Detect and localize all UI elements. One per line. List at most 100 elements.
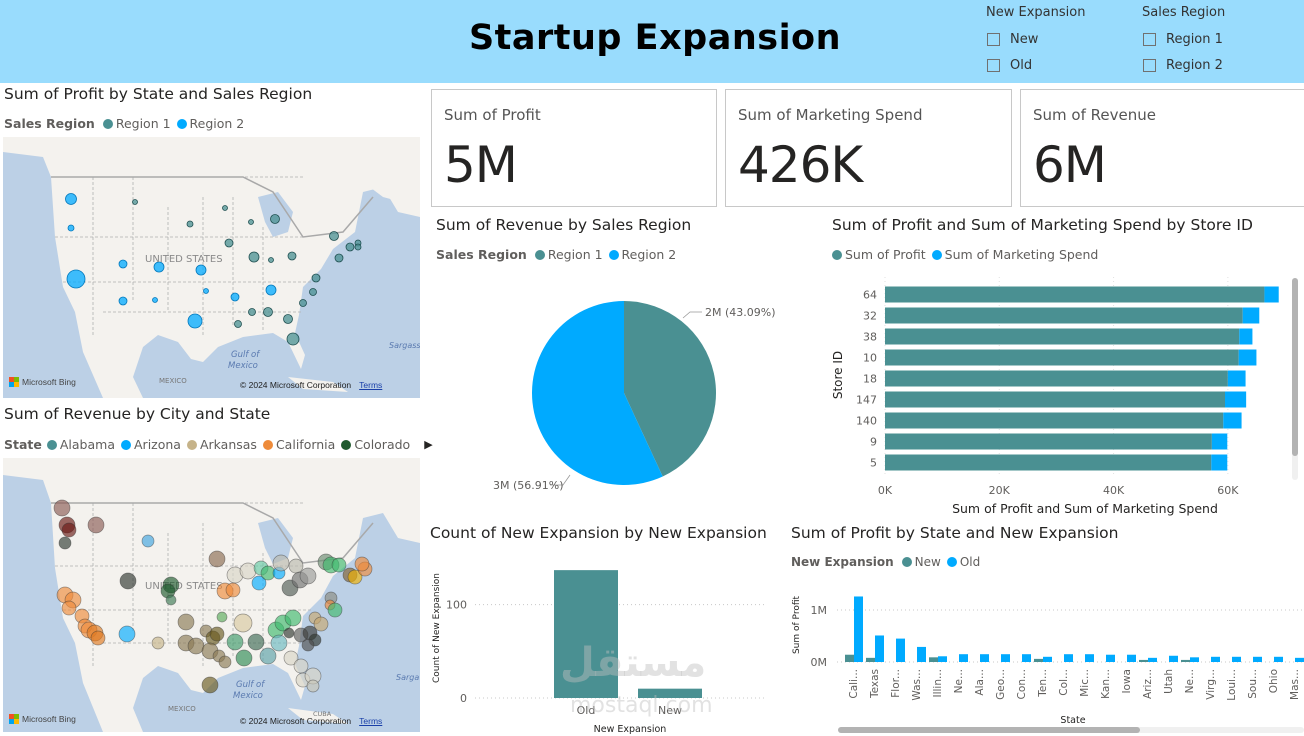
map-bubble[interactable] xyxy=(218,655,232,669)
map-bubble[interactable] xyxy=(286,332,300,346)
map-bubble[interactable] xyxy=(118,625,136,643)
scrollbar-thumb[interactable] xyxy=(838,727,1140,733)
checkbox[interactable] xyxy=(987,58,1000,72)
map-bubble[interactable] xyxy=(354,556,370,572)
map-bubble[interactable] xyxy=(87,516,105,534)
map-bubble[interactable] xyxy=(53,499,71,517)
slicer-option-new[interactable]: New xyxy=(986,26,1085,52)
bar-sum-of-profit[interactable] xyxy=(885,412,1224,429)
bar-old[interactable] xyxy=(1106,654,1115,662)
legend-item-region-1[interactable]: Region 1 xyxy=(534,247,603,262)
map-bubble[interactable] xyxy=(65,193,77,205)
map-bubble[interactable] xyxy=(311,273,321,283)
map-bubble[interactable] xyxy=(270,214,280,224)
map-bubble[interactable] xyxy=(230,292,240,302)
map-bubble[interactable] xyxy=(299,567,317,585)
map-bubble[interactable] xyxy=(61,600,77,616)
bar-sum-of-marketing-spend[interactable] xyxy=(1227,370,1246,387)
map-bubble[interactable] xyxy=(268,257,274,263)
map-bubble[interactable] xyxy=(283,650,299,666)
map-bubble[interactable] xyxy=(259,647,277,665)
bar-old[interactable] xyxy=(1274,656,1283,662)
legend-item-region-1[interactable]: Region 1 xyxy=(102,116,171,131)
legend-item-arkansas[interactable]: Arkansas xyxy=(186,437,257,452)
map-bubble[interactable] xyxy=(187,637,205,655)
pie-slice-region-1[interactable] xyxy=(624,301,716,477)
legend-item-new[interactable]: New xyxy=(901,555,941,569)
legend-item-colorado[interactable]: Colorado xyxy=(341,437,410,452)
legend-item-sum-of-profit[interactable]: Sum of Profit xyxy=(832,247,926,262)
map-bubble[interactable] xyxy=(208,550,226,568)
legend-item-alabama[interactable]: Alabama xyxy=(46,437,115,452)
map-bubble[interactable] xyxy=(334,253,344,263)
map-bubble[interactable] xyxy=(216,611,228,623)
bar-old[interactable] xyxy=(1253,656,1262,662)
bar-sum-of-profit[interactable] xyxy=(885,307,1243,324)
pie-slice-region-2[interactable] xyxy=(532,301,663,485)
map-bubble[interactable] xyxy=(248,308,256,316)
map-bubble[interactable] xyxy=(165,594,177,606)
terms-link[interactable]: Terms xyxy=(359,716,383,726)
bar-sum-of-profit[interactable] xyxy=(885,349,1239,366)
map-bubble[interactable] xyxy=(233,613,253,633)
bar-old[interactable] xyxy=(1127,654,1136,662)
bar-new[interactable] xyxy=(638,688,702,698)
bar-sum-of-marketing-spend[interactable] xyxy=(1264,286,1279,303)
map-bubble[interactable] xyxy=(225,582,241,598)
map-bubble[interactable] xyxy=(177,613,195,631)
map-bubble[interactable] xyxy=(306,679,320,693)
bar-old[interactable] xyxy=(1232,656,1241,662)
bar-sum-of-marketing-spend[interactable] xyxy=(1223,412,1242,429)
bar-sum-of-marketing-spend[interactable] xyxy=(1239,328,1253,345)
map-bubble[interactable] xyxy=(234,320,242,328)
checkbox[interactable] xyxy=(1143,58,1156,72)
map-bubble[interactable] xyxy=(195,264,207,276)
bar-old[interactable] xyxy=(1148,657,1157,662)
chevron-right-icon[interactable]: ▶ xyxy=(424,438,433,451)
legend-item-arizona[interactable]: Arizona xyxy=(121,437,181,452)
map-bubble[interactable] xyxy=(329,231,339,241)
bar-old[interactable] xyxy=(896,638,905,662)
map-bubble[interactable] xyxy=(272,554,290,572)
map-bubble[interactable] xyxy=(283,627,295,639)
map-revenue[interactable]: UNITED STATES Gulf of Mexico MEXICO CUBA… xyxy=(3,458,420,732)
map-bubble[interactable] xyxy=(347,569,363,585)
bar-new[interactable] xyxy=(845,654,854,662)
map-bubble[interactable] xyxy=(186,220,194,228)
map-bubble[interactable] xyxy=(327,602,343,618)
bar-sum-of-profit[interactable] xyxy=(885,454,1212,471)
map-bubble[interactable] xyxy=(209,626,225,642)
bar-sum-of-profit[interactable] xyxy=(885,286,1265,303)
slicer-option-region-1[interactable]: Region 1 xyxy=(1142,26,1225,52)
map-bubble[interactable] xyxy=(141,534,155,548)
map-bubble[interactable] xyxy=(247,633,265,651)
map-bubble[interactable] xyxy=(151,636,165,650)
map-bubble[interactable] xyxy=(222,205,228,211)
bar-sum-of-marketing-spend[interactable] xyxy=(1238,349,1257,366)
bar-new[interactable] xyxy=(866,657,875,662)
terms-link[interactable]: Terms xyxy=(359,380,383,390)
bar-sum-of-marketing-spend[interactable] xyxy=(1211,433,1228,450)
map-bubble[interactable] xyxy=(263,307,273,317)
map-bubble[interactable] xyxy=(119,572,137,590)
bar-old[interactable] xyxy=(1085,654,1094,662)
bar-old[interactable] xyxy=(854,596,863,662)
map-bubble[interactable] xyxy=(251,575,267,591)
checkbox[interactable] xyxy=(1143,32,1156,46)
map-bubble[interactable] xyxy=(284,609,302,627)
statebar-horizontal-scrollbar[interactable] xyxy=(838,727,1304,733)
map-bubble[interactable] xyxy=(226,633,244,651)
map-bubble[interactable] xyxy=(90,630,106,646)
map-bubble[interactable] xyxy=(118,259,128,269)
map-bubble[interactable] xyxy=(354,243,362,251)
bar-sum-of-marketing-spend[interactable] xyxy=(1211,454,1228,471)
bar-new[interactable] xyxy=(1139,659,1148,662)
map-bubble[interactable] xyxy=(331,557,347,573)
map-bubble[interactable] xyxy=(313,616,329,632)
map-bubble[interactable] xyxy=(224,238,234,248)
map-bubble[interactable] xyxy=(153,261,165,273)
map-bubble[interactable] xyxy=(293,658,309,674)
map-bubble[interactable] xyxy=(248,219,254,225)
map-bubble[interactable] xyxy=(203,288,209,294)
bar-old[interactable] xyxy=(917,646,926,662)
